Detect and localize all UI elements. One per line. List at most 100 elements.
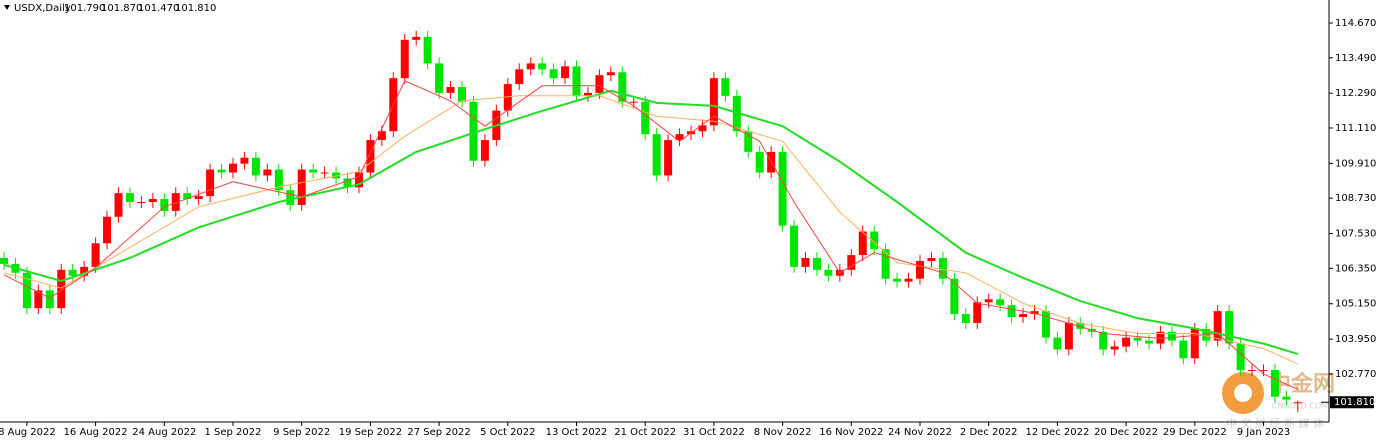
candle-body [423,36,432,64]
x-tick-label: 13 Oct 2022 [546,427,608,438]
candle-body [148,199,157,203]
watermark: 中金网 CNGOLD.COM 中 文 财 经 新 媒 体 [1222,371,1335,430]
x-tick-label: 8 Aug 2022 [0,427,56,438]
candle-body [400,39,409,79]
candle-body [870,231,879,250]
x-tick-label: 24 Nov 2022 [888,427,952,438]
candle-body [480,140,489,161]
candle-body [91,243,100,267]
candle-body [698,125,707,132]
candle-body [1248,370,1257,372]
candle-body [1110,346,1119,350]
moving-average-line [3,89,1299,355]
candle-body [1282,396,1291,400]
candle-body [927,258,936,261]
candle-body [377,131,386,141]
candle-body [343,178,352,188]
candle-body [812,258,821,270]
candle-body [45,290,54,309]
y-tick-label: 103.950 [1335,334,1376,345]
x-tick-label: 27 Sep 2022 [407,427,470,438]
candle-body [1270,370,1279,397]
candle-body [1167,331,1176,341]
candle-body [251,157,260,176]
last-price-label: 101.810 [1334,397,1375,408]
x-tick-label: 24 Aug 2022 [132,427,196,438]
x-tick-label: 12 Dec 2022 [1025,427,1089,438]
candle-body [446,86,455,93]
candle-body [183,193,192,200]
candle-body [286,190,295,205]
x-tick-label: 21 Oct 2022 [614,427,676,438]
candle-body [125,193,134,203]
candle-body [194,196,203,200]
candle-body [824,269,833,276]
candle-body [801,258,810,267]
candle-body [366,140,375,173]
x-tick-label: 5 Oct 2022 [480,427,535,438]
candle-body [217,169,226,173]
candle-body [526,63,535,70]
y-tick-label: 108.730 [1335,193,1376,204]
x-tick-label: 19 Sep 2022 [339,427,402,438]
candle-body [1190,328,1199,359]
x-tick-label: 16 Nov 2022 [819,427,883,438]
watermark-site: CNGOLD.COM [1272,402,1328,411]
candle-body [778,151,787,226]
candle-body [709,78,718,126]
candle-body [103,216,112,244]
candles [0,30,1302,413]
candle-body [68,269,77,276]
candle-body [1225,311,1234,344]
candle-body [1007,305,1016,318]
candle-body [1145,340,1153,344]
candle-body [996,299,1005,306]
chart-title: USDX,Daily [14,3,71,14]
moving-average-line [3,80,1299,390]
candle-body [469,101,478,161]
candle-body [744,131,753,152]
candle-body [904,278,913,282]
candle-body [858,231,867,256]
x-tick-label: 1 Sep 2022 [204,427,261,438]
candle-body [549,69,558,79]
candle-body [1259,370,1268,372]
candle-body [297,169,306,205]
candle-body [1053,337,1062,350]
candle-body [1041,311,1050,338]
candle-body [229,163,237,173]
candle-body [1099,331,1108,350]
candle-body [114,193,123,217]
candle-body [916,260,924,279]
candle-body [1076,322,1085,329]
y-tick-label: 102.770 [1335,369,1376,380]
candle-body [1213,311,1222,341]
y-tick-label: 111.110 [1335,123,1376,134]
candle-body [618,72,627,102]
candle-body [938,258,947,279]
candle-body [1019,314,1028,318]
candle-body [435,63,444,93]
x-tick-label: 9 Jan 2023 [1237,427,1291,438]
candle-body [881,249,890,279]
candle-body [1156,331,1165,344]
candle-body [675,134,684,141]
watermark-brand: 中金网 [1269,371,1335,397]
candle-body [1122,337,1131,347]
header-arrow [4,5,10,10]
y-tick-label: 109.910 [1335,158,1376,169]
candle-body [847,255,856,270]
candle-body [984,299,993,303]
candle-body [0,258,8,264]
candle-body [1030,311,1039,315]
candle-body [664,140,673,176]
candle-body [354,172,363,188]
watermark-logo-inner [1234,384,1252,402]
y-tick-label: 107.530 [1335,229,1376,240]
candle-body [515,69,524,85]
candle-body [652,134,661,176]
candle-body [263,169,272,176]
candle-body [458,86,466,102]
y-tick-label: 112.290 [1335,88,1376,99]
